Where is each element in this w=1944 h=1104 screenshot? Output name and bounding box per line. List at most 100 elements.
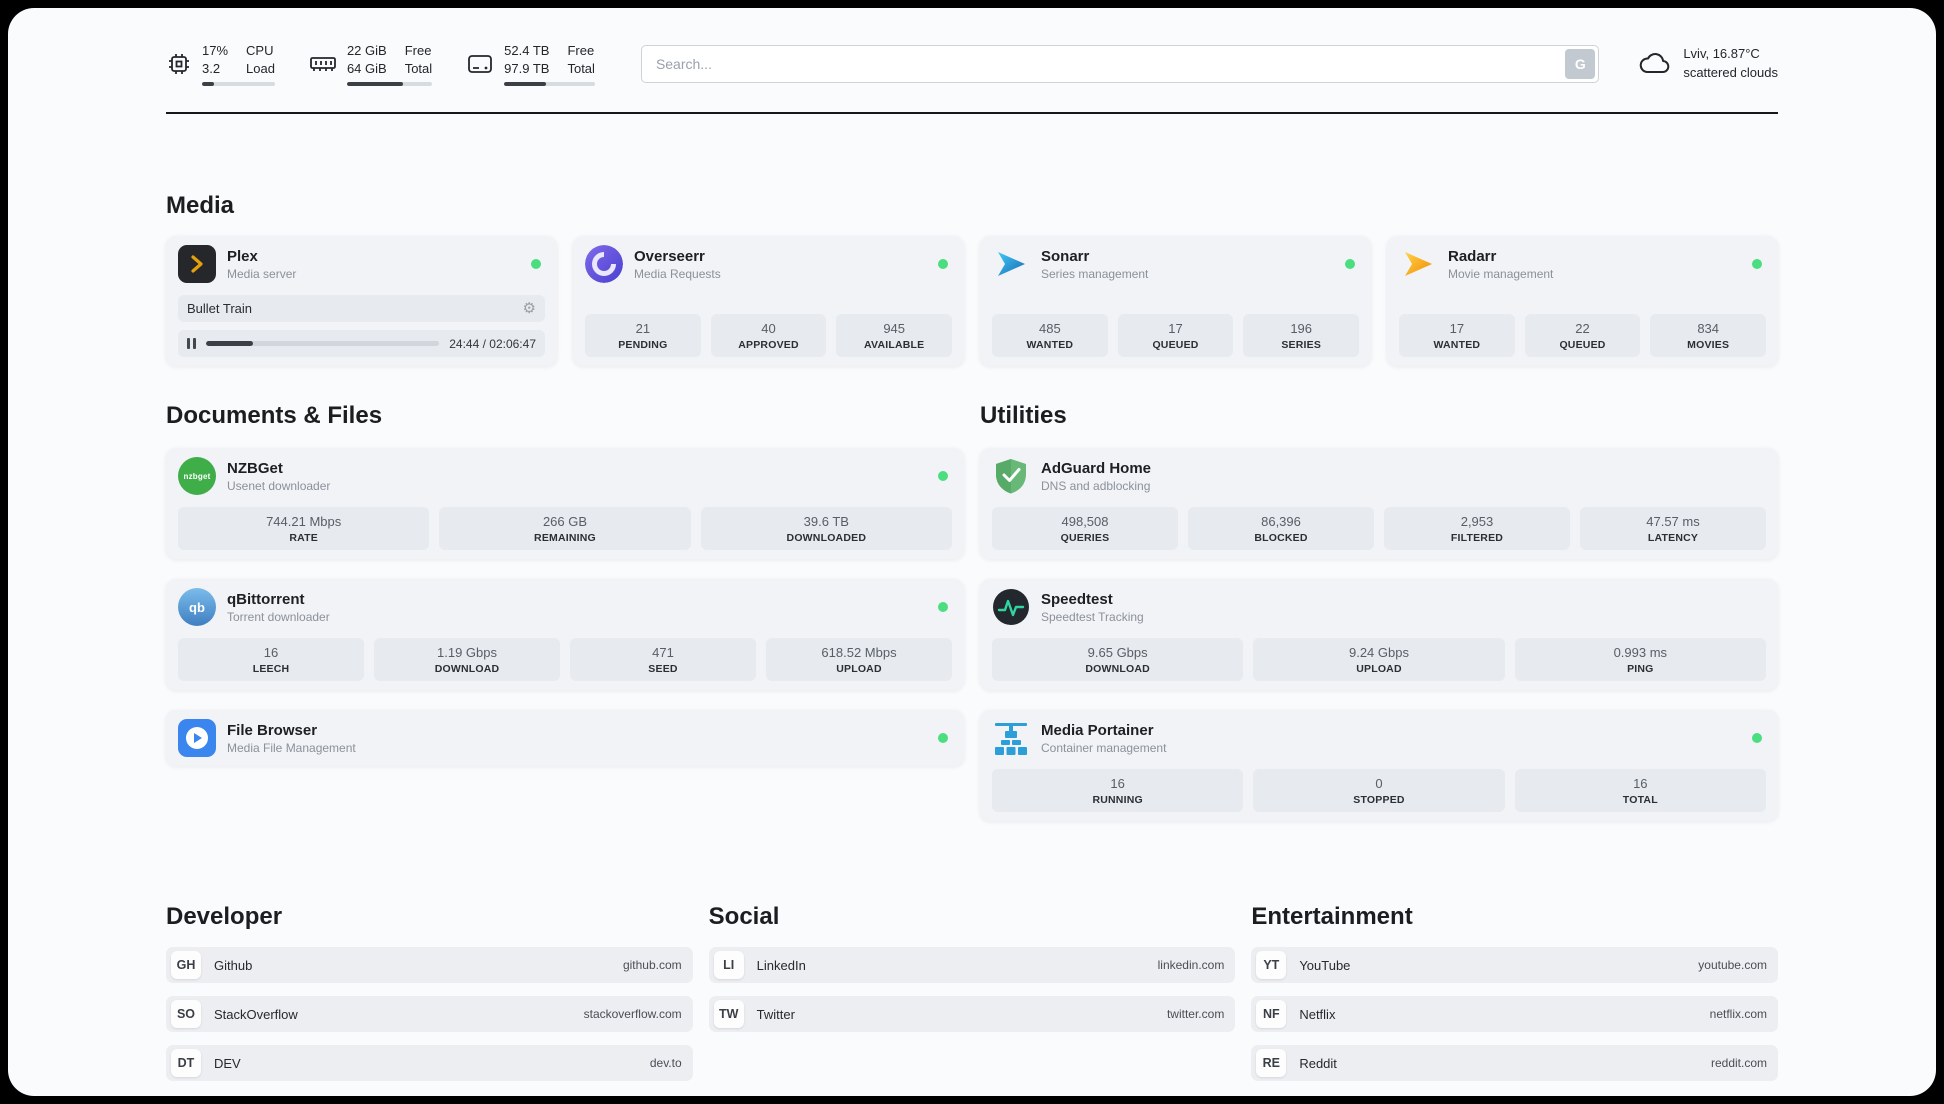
- stats-row: 744.21 Mbps RATE 266 GB REMAINING 39.6 T…: [178, 495, 952, 550]
- app-name: Radarr: [1448, 247, 1497, 265]
- stat-tile: 2,953 FILTERED: [1384, 507, 1570, 550]
- app-card-plex[interactable]: Plex Media server Bullet Train ⚙ 24:44 /…: [166, 236, 557, 366]
- bookmark-name: Github: [214, 957, 253, 973]
- bookmark-domain: dev.to: [649, 1056, 682, 1070]
- app-name: File Browser: [227, 721, 318, 739]
- app-card-speedtest[interactable]: Speedtest Speedtest Tracking 9.65 Gbps D…: [980, 579, 1778, 690]
- bookmark-reddit[interactable]: RE Reddit reddit.com: [1251, 1045, 1778, 1081]
- app-card-sonarr[interactable]: Sonarr Series management 485 WANTED 17 Q…: [980, 236, 1371, 366]
- app-subtitle: Movie management: [1448, 266, 1554, 281]
- bookmark-badge: TW: [713, 1000, 744, 1028]
- app-card-filebrowser[interactable]: File Browser Media File Management: [166, 710, 964, 766]
- section-title-media: Media: [166, 192, 235, 219]
- app-card-qbittorrent[interactable]: qb qBittorrent Torrent downloader 16 LEE…: [166, 579, 964, 690]
- status-indicator: [531, 259, 541, 269]
- plex-icon: [178, 245, 216, 283]
- app-subtitle: Media Requests: [634, 266, 721, 281]
- bookmark-twitter[interactable]: TW Twitter twitter.com: [708, 996, 1236, 1032]
- bookmark-name: Reddit: [1299, 1055, 1337, 1071]
- playback-time: 24:44 / 02:06:47: [449, 336, 536, 351]
- app-name: Overseerr: [634, 247, 705, 265]
- player-row: 24:44 / 02:06:47: [178, 330, 545, 357]
- app-header: Radarr Movie management: [1399, 245, 1766, 283]
- section-social: Social LI LinkedIn linkedin.com TW Twitt…: [708, 903, 1236, 1045]
- bookmark-stackoverflow[interactable]: SO StackOverflow stackoverflow.com: [166, 996, 693, 1032]
- bookmark-netflix[interactable]: NF Netflix netflix.com: [1251, 996, 1778, 1032]
- cpu-widget: 17% 3.2 CPU Load: [166, 42, 275, 87]
- section-title-utilities: Utilities: [980, 402, 1067, 429]
- stat-tile: 196 SERIES: [1243, 314, 1360, 357]
- bookmark-badge: RE: [1256, 1049, 1287, 1077]
- weather-condition: scattered clouds: [1683, 65, 1778, 80]
- stat-tile: 17 QUEUED: [1117, 314, 1234, 357]
- app-header: Overseerr Media Requests: [585, 245, 952, 283]
- stat-tile: 9.24 Gbps UPLOAD: [1253, 638, 1505, 681]
- now-playing-row: Bullet Train ⚙: [178, 295, 545, 322]
- cpu-load-label: Load: [246, 60, 275, 76]
- app-name: qBittorrent: [227, 590, 305, 608]
- bookmark-name: LinkedIn: [756, 957, 806, 973]
- ram-total-label: Total: [404, 60, 433, 76]
- app-header: Speedtest Speedtest Tracking: [992, 588, 1766, 626]
- cpu-progress-bar: [202, 82, 275, 87]
- app-name: Plex: [227, 247, 258, 265]
- bookmark-badge: DT: [171, 1049, 201, 1077]
- filebrowser-icon: [178, 719, 216, 757]
- gear-icon[interactable]: ⚙: [522, 300, 536, 317]
- app-name: Media Portainer: [1041, 721, 1154, 739]
- app-header: qb qBittorrent Torrent downloader: [178, 588, 952, 626]
- speedtest-icon: [992, 588, 1030, 626]
- stat-tile: 0.993 ms PING: [1514, 638, 1766, 681]
- disk-free-value: 52.4 TB: [504, 42, 550, 58]
- section-title-entertainment: Entertainment: [1251, 903, 1413, 930]
- app-card-portainer[interactable]: Media Portainer Container management 16 …: [980, 710, 1778, 821]
- section-entertainment: Entertainment YT YouTube youtube.com NF …: [1251, 903, 1778, 1094]
- app-card-adguard[interactable]: AdGuard Home DNS and adblocking 498,508 …: [980, 448, 1778, 559]
- app-header: File Browser Media File Management: [178, 719, 952, 757]
- playback-progress-bar[interactable]: [206, 341, 440, 346]
- section-title-social: Social: [708, 903, 780, 930]
- stat-tile: 618.52 Mbps UPLOAD: [766, 638, 952, 681]
- stats-row: 21 PENDING 40 APPROVED 945 AVAILABLE: [585, 302, 953, 357]
- search-input[interactable]: [640, 45, 1600, 83]
- bookmark-badge: SO: [171, 1000, 201, 1028]
- stat-tile: 744.21 Mbps RATE: [178, 507, 430, 550]
- stat-tile: 22 QUEUED: [1524, 314, 1641, 357]
- weather-widget: Lviv, 16.87°C scattered clouds: [1637, 45, 1778, 83]
- section-documents: Documents & Files nzbget NZBGet Usenet d…: [166, 402, 964, 786]
- app-subtitle: Container management: [1041, 740, 1167, 755]
- disk-widget: 52.4 TB 97.9 TB Free Total: [466, 42, 595, 87]
- search-provider-button[interactable]: G: [1565, 49, 1596, 79]
- search-bar: G: [640, 45, 1600, 83]
- stat-tile: 9.65 Gbps DOWNLOAD: [992, 638, 1244, 681]
- qbittorrent-icon: qb: [178, 588, 216, 626]
- app-name: NZBGet: [227, 459, 283, 477]
- disk-total-label: Total: [567, 60, 595, 76]
- bookmark-youtube[interactable]: YT YouTube youtube.com: [1251, 947, 1778, 983]
- bookmark-badge: GH: [171, 951, 201, 979]
- stat-tile: 945 AVAILABLE: [836, 314, 953, 357]
- stat-tile: 40 APPROVED: [710, 314, 827, 357]
- pause-button[interactable]: [187, 338, 196, 349]
- stat-tile: 86,396 BLOCKED: [1188, 507, 1374, 550]
- app-header: nzbget NZBGet Usenet downloader: [178, 457, 952, 495]
- bookmark-linkedin[interactable]: LI LinkedIn linkedin.com: [708, 947, 1236, 983]
- stat-tile: 39.6 TB DOWNLOADED: [700, 507, 952, 550]
- app-card-overseerr[interactable]: Overseerr Media Requests 21 PENDING 40 A…: [573, 236, 964, 366]
- bookmark-dev[interactable]: DT DEV dev.to: [166, 1045, 693, 1081]
- app-header: Plex Media server: [178, 245, 545, 283]
- bookmark-name: StackOverflow: [214, 1006, 298, 1022]
- stat-tile: 16 LEECH: [178, 638, 364, 681]
- stat-tile: 834 MOVIES: [1650, 314, 1767, 357]
- cloud-icon: [1640, 53, 1670, 73]
- bookmark-github[interactable]: GH Github github.com: [166, 947, 693, 983]
- app-subtitle: Speedtest Tracking: [1041, 609, 1144, 624]
- stat-tile: 47.57 ms LATENCY: [1580, 507, 1766, 550]
- adguard-icon: [992, 457, 1030, 495]
- app-card-radarr[interactable]: Radarr Movie management 17 WANTED 22 QUE…: [1387, 236, 1778, 366]
- status-indicator: [938, 602, 948, 612]
- ram-total-value: 64 GiB: [346, 60, 387, 76]
- app-card-nzbget[interactable]: nzbget NZBGet Usenet downloader 744.21 M…: [166, 448, 964, 559]
- bookmark-name: Twitter: [756, 1006, 795, 1022]
